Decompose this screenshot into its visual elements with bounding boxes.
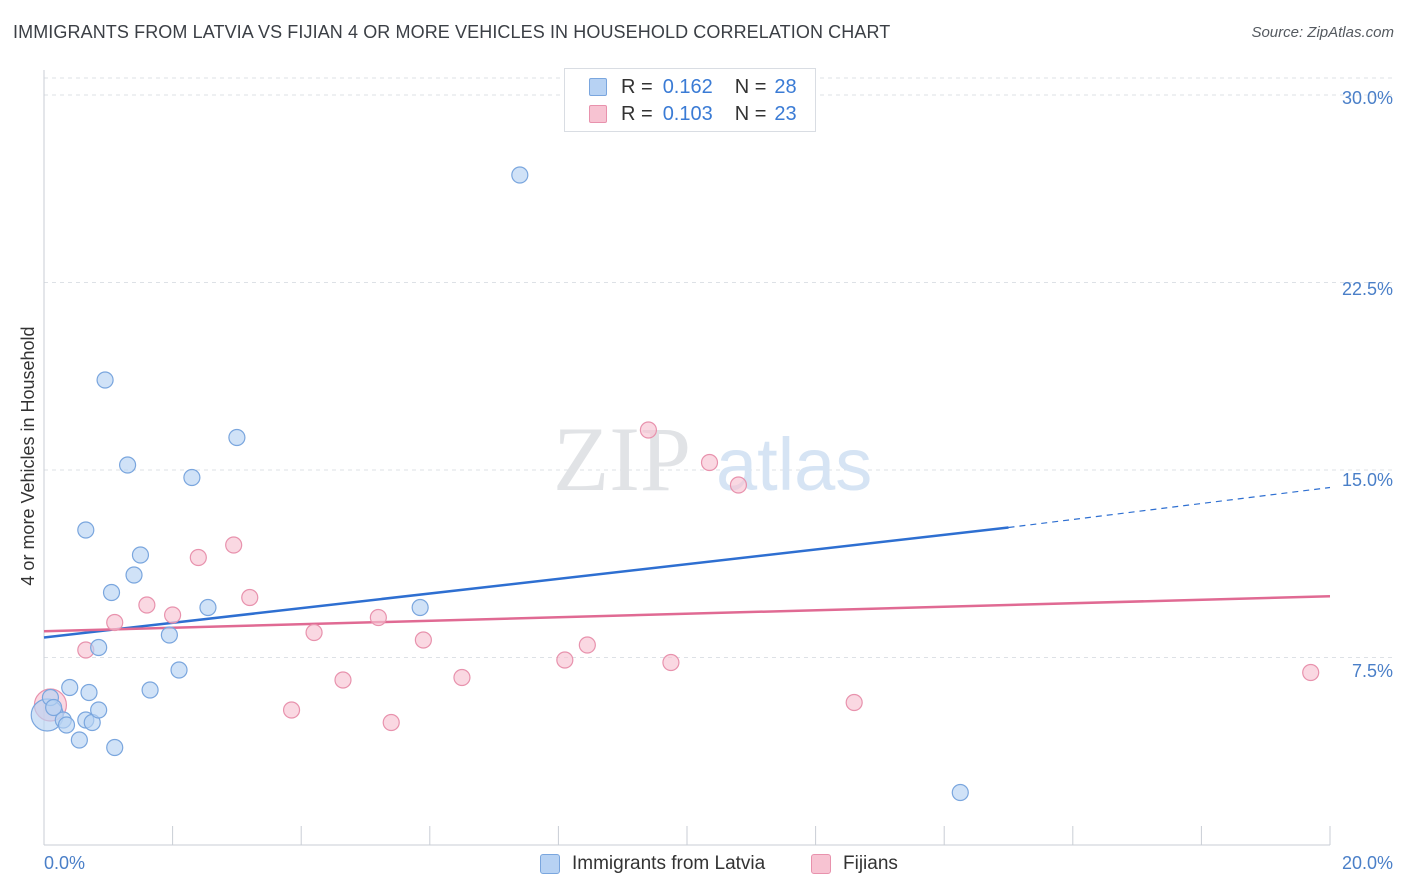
point-fijians-5 (189, 548, 207, 567)
point-fijians-21 (845, 693, 863, 712)
point-latvia-18 (131, 546, 150, 564)
legend-n-label: N = (734, 102, 767, 125)
point-latvia-14 (96, 371, 114, 389)
trend-line-latvia (43, 526, 1009, 639)
y-tick-label-7-5: 7.5% (1352, 661, 1393, 681)
point-fijians-15 (556, 651, 574, 669)
legend-r-label: R = (621, 75, 653, 98)
point-fijians-19 (700, 453, 719, 472)
point-fijians-17 (639, 421, 658, 439)
point-fijians-9 (305, 623, 323, 642)
data-points (30, 166, 1320, 802)
bottom-legend-swatch-latvia (540, 854, 560, 874)
legend-n-value-latvia: 28 (774, 75, 797, 98)
axis-labels: 30.0% 22.5% 15.0% 7.5% 0.0% 20.0% 4 or m… (18, 88, 1393, 873)
watermark-zip: ZIP (553, 408, 691, 510)
point-latvia-8 (80, 683, 98, 702)
point-latvia-22 (183, 468, 201, 487)
point-latvia-13 (90, 638, 108, 657)
bottom-legend-label-fijians: Fijians (843, 853, 898, 874)
point-latvia-19 (141, 681, 159, 699)
point-fijians-11 (369, 608, 387, 627)
point-latvia-24 (228, 428, 246, 447)
x-tick-label-min: 0.0% (44, 853, 85, 873)
legend-r-label: R = (621, 102, 653, 125)
zipatlas-watermark: ZIP atlas (553, 408, 872, 510)
bottom-legend-fijians: Fijians (811, 852, 898, 876)
chart-title: IMMIGRANTS FROM LATVIA VS FIJIAN 4 OR MO… (13, 22, 891, 42)
point-latvia-6 (70, 731, 88, 749)
y-tick-label-30: 30.0% (1342, 88, 1393, 108)
y-axis-title: 4 or more Vehicles in Household (18, 326, 38, 585)
point-fijians-20 (729, 476, 748, 494)
point-fijians-4 (164, 606, 182, 624)
point-latvia-26 (511, 166, 529, 184)
watermark-atlas: atlas (716, 423, 872, 506)
point-fijians-8 (282, 701, 301, 719)
point-latvia-20 (160, 626, 178, 644)
point-latvia-21 (170, 661, 188, 679)
point-fijians-10 (334, 671, 352, 689)
point-fijians-3 (138, 596, 156, 614)
grid-layer (44, 77, 1393, 658)
point-latvia-16 (118, 456, 137, 474)
point-latvia-17 (125, 566, 143, 584)
point-fijians-16 (578, 636, 596, 654)
trend-lines (43, 486, 1331, 639)
legend-r-value-fijians: 0.103 (662, 102, 713, 125)
point-fijians-22 (1302, 663, 1320, 682)
legend-swatch-fijians (589, 105, 607, 123)
legend-r-value-latvia: 0.162 (662, 75, 713, 98)
x-tick-label-max: 20.0% (1342, 853, 1393, 873)
point-fijians-12 (382, 713, 400, 732)
bottom-legend-latvia: Immigrants from Latvia (540, 852, 765, 876)
trend-line-latvia-extension (1008, 486, 1331, 529)
point-latvia-12 (77, 521, 95, 539)
point-latvia-11 (106, 738, 124, 757)
point-fijians-14 (453, 668, 471, 687)
point-latvia-27 (951, 783, 969, 802)
stats-legend: R = 0.162 N = 28 R = 0.103 N = 23 (564, 68, 816, 132)
point-fijians-7 (241, 588, 259, 607)
y-tick-label-15: 15.0% (1342, 470, 1393, 490)
point-latvia-5 (61, 678, 79, 697)
point-latvia-10 (90, 701, 108, 719)
legend-swatch-latvia (589, 78, 607, 96)
source-credit: Source: ZipAtlas.com (1251, 24, 1394, 41)
legend-n-value-fijians: 23 (774, 102, 797, 125)
legend-row-latvia: R = 0.162 N = 28 (589, 75, 797, 99)
point-latvia-15 (102, 583, 121, 602)
point-fijians-2 (106, 613, 124, 632)
bottom-legend-swatch-fijians (811, 854, 831, 874)
trend-line-fijians (43, 595, 1331, 633)
point-fijians-13 (414, 631, 432, 649)
point-latvia-4 (57, 716, 76, 734)
bottom-legend-label-latvia: Immigrants from Latvia (572, 853, 766, 874)
legend-n-label: N = (734, 75, 767, 98)
point-fijians-6 (225, 536, 243, 554)
x-tick-marks (43, 826, 1331, 845)
point-fijians-18 (662, 653, 680, 672)
y-tick-label-22-5: 22.5% (1342, 279, 1393, 299)
legend-row-fijians: R = 0.103 N = 23 (589, 102, 797, 126)
point-latvia-2 (45, 698, 63, 717)
point-latvia-25 (411, 598, 429, 617)
point-latvia-23 (199, 598, 217, 617)
